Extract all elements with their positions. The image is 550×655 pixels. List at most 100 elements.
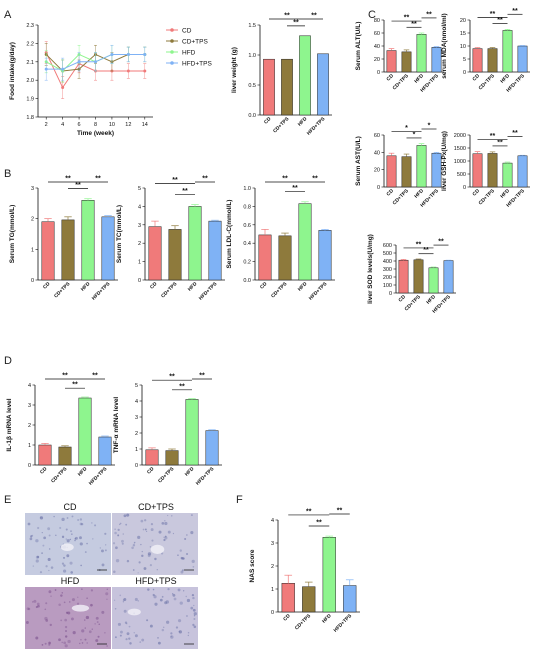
cell-nucleus [47,527,51,531]
cell-nucleus [122,601,125,603]
y-tick-label: 200 [383,275,392,281]
y-tick-label: 1 [138,260,141,266]
cell-nucleus [117,622,121,626]
cell-nucleus [96,621,99,623]
cell-nucleus [192,608,196,612]
cell-nucleus [126,632,130,636]
cell-nucleus [164,601,168,605]
x-tick-label: 8 [94,122,97,128]
cell-nucleus [81,642,84,644]
cell-nucleus [167,588,170,591]
cell-nucleus [26,607,30,611]
y-tick-label: 300 [383,267,392,273]
cell-nucleus [70,530,72,533]
cell-nucleus [131,546,134,550]
cell-nucleus [50,566,54,569]
cell-nucleus [99,547,102,549]
cell-nucleus [119,634,122,637]
significance-label: ** [172,177,178,184]
cell-nucleus [63,569,67,573]
cell-nucleus [137,600,139,602]
cell-nucleus [137,535,141,540]
category-label: CD+TPS [53,281,72,300]
cell-nucleus [60,594,63,597]
cell-nucleus [37,526,40,530]
significance-label: ** [293,19,299,26]
cell-nucleus [128,637,131,640]
cell-nucleus [146,619,149,622]
cell-nucleus [61,592,63,594]
vessel-lumen [71,604,90,612]
cell-nucleus [121,542,124,545]
y-tick-label: 3 [31,186,34,192]
cell-nucleus [104,549,107,552]
bar [58,446,72,466]
bar [472,153,483,188]
cell-nucleus [149,564,152,567]
cell-nucleus [132,569,135,571]
category-label: HFD [297,281,309,293]
cell-nucleus [137,572,139,574]
y-tick-label: 1 [271,587,274,593]
vessel-lumen [150,544,165,554]
cell-nucleus [180,570,184,574]
y-tick-label: 5 [463,57,466,63]
significance-label: ** [497,139,503,146]
y-tick-label: 3 [138,223,141,229]
y-tick-label: 80 [374,18,380,24]
category-label: HFD [77,466,89,478]
significance-label: ** [169,374,175,381]
cell-nucleus [45,565,48,568]
bar [78,397,92,466]
cell-nucleus [39,516,44,520]
legend-label: HFD+TPS [182,60,212,67]
cell-nucleus [138,561,141,564]
bar [298,203,312,281]
cell-nucleus [185,614,188,617]
cell-nucleus [123,609,127,613]
cell-nucleus [61,535,65,539]
cell-nucleus [119,523,121,526]
significance-label: ** [337,508,343,515]
y-tick-label: 5 [138,186,141,192]
cell-nucleus [192,596,195,600]
cell-nucleus [147,552,152,556]
panel-letter-f: F [236,494,243,506]
y-tick-label: 100 [383,283,392,289]
cell-nucleus [186,598,191,603]
micrograph-image [112,513,198,575]
cell-nucleus [119,594,122,597]
y-tick-label: 0.4 [243,241,251,247]
cell-nucleus [63,601,66,604]
bar [281,58,293,116]
cell-nucleus [144,519,147,522]
category-label: HFD [425,294,437,306]
y-tick-label: 1.0 [243,186,251,192]
cell-nucleus [133,632,135,634]
cell-nucleus [141,554,144,558]
cell-nucleus [48,590,52,594]
category-label: CD+TPS [272,116,291,135]
cell-nucleus [55,534,57,536]
y-tick-label: 1.9 [26,97,34,103]
cell-nucleus [159,598,163,602]
bar [278,235,292,281]
bar [401,156,412,188]
vessel-lumen [60,543,74,551]
y-tick-label: 2.1 [26,60,34,66]
bar [413,259,424,294]
cell-nucleus [161,521,165,525]
data-point [143,52,147,56]
cell-nucleus [101,563,105,567]
significance-label: ** [72,382,78,389]
cell-nucleus [193,604,195,607]
cell-nucleus [134,541,136,544]
category-label: CD [282,613,292,623]
category-label: HFD [413,73,425,85]
cell-nucleus [123,598,127,601]
micro-label-hfd: HFD [61,576,80,586]
y-tick-label: 20 [460,18,466,24]
y-tick-label: 4 [28,383,31,389]
category-label: HFD [80,281,92,293]
